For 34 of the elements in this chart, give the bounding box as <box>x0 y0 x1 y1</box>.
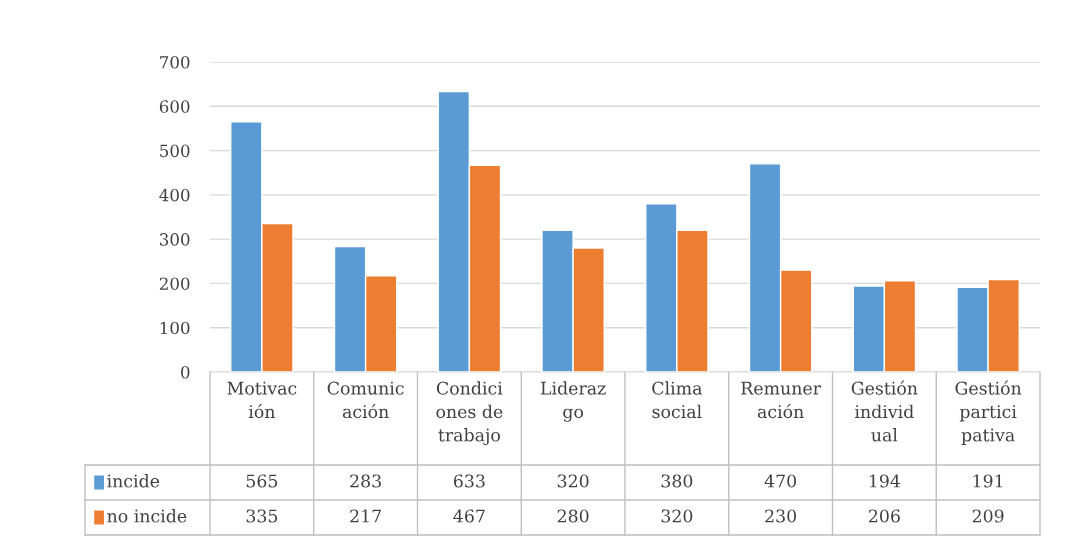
y-tick-label: 600 <box>159 100 190 113</box>
data-label: 191 <box>973 474 1003 488</box>
data-label: 565 <box>246 474 278 488</box>
data-label: 230 <box>765 509 797 523</box>
data-label: 280 <box>557 509 589 523</box>
x-tick-label: Gestión individual <box>851 380 918 442</box>
y-tick-label: 200 <box>159 277 190 290</box>
y-tick-label: 400 <box>159 188 190 202</box>
x-tick-label: Remuneración <box>741 381 821 419</box>
data-label: 194 <box>869 474 901 488</box>
x-tick-label: Clima social <box>652 381 702 419</box>
data-label: 335 <box>246 509 278 523</box>
x-tick-label: Condiciones de trabajo <box>436 381 503 446</box>
data-label: 283 <box>350 474 381 488</box>
y-tick-label: 500 <box>160 144 190 158</box>
legend-label: incide <box>107 474 160 488</box>
x-tick-label: Gestión participativa <box>955 380 1022 445</box>
data-label: 467 <box>453 509 485 523</box>
y-tick-label: 0 <box>181 365 190 379</box>
y-tick-label: 100 <box>160 321 190 335</box>
x-tick-label: Comunicación <box>327 381 404 419</box>
y-tick-label: 700 <box>160 55 190 69</box>
data-label: 470 <box>764 474 797 488</box>
data-label: 380 <box>661 474 693 488</box>
legend-label: no incide <box>107 509 187 523</box>
data-label: 206 <box>868 509 900 523</box>
data-label: 209 <box>972 509 1004 523</box>
x-tick-label: Motivación <box>227 381 297 419</box>
data-label: 320 <box>557 474 589 488</box>
y-tick-label: 300 <box>160 233 190 246</box>
data-label: 320 <box>661 509 693 523</box>
data-label: 633 <box>453 474 485 488</box>
data-label: 217 <box>350 509 381 523</box>
x-tick-label: Liderazgo <box>540 381 606 422</box>
